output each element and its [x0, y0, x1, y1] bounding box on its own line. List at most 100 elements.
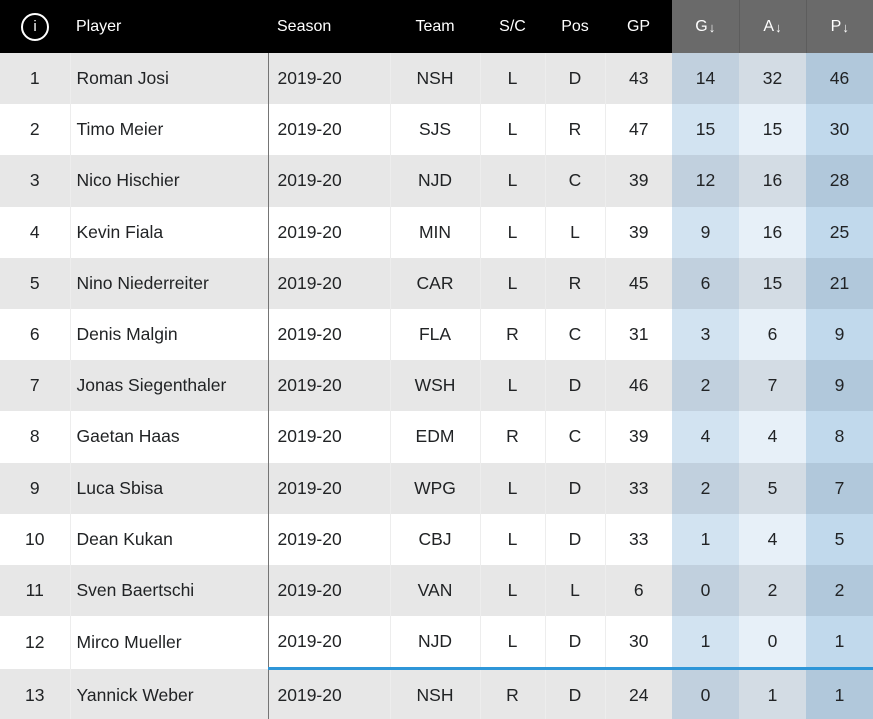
table-row: 10 Dean Kukan 2019-20 CBJ L D 33 1 4 5 [0, 513, 873, 565]
player-cell: Jonas Siegenthaler [69, 360, 268, 412]
position-cell: C [544, 155, 605, 207]
column-header-gp[interactable]: GP [605, 0, 672, 53]
table-row: 1 Roman Josi 2019-20 NSH L D 43 14 32 46 [0, 53, 873, 105]
goals-cell: 2 [672, 462, 739, 514]
rank-cell: 1 [29, 68, 40, 89]
player-cell: Sven Baertschi [69, 564, 268, 617]
goals-cell: 2 [672, 360, 739, 412]
team-cell: MIN [389, 206, 480, 258]
rank-cell: 3 [29, 170, 40, 191]
goals-cell: 4 [672, 411, 739, 463]
games-played-cell: 33 [604, 513, 672, 565]
position-cell: L [544, 564, 605, 617]
position-cell: D [544, 53, 605, 105]
table-row: 11 Sven Baertschi 2019-20 VAN L L 6 0 2 … [0, 564, 873, 617]
table-row: 13 Yannick Weber 2019-20 NSH R D 24 0 1 … [0, 667, 873, 719]
table-row: 2 Timo Meier 2019-20 SJS L R 47 15 15 30 [0, 104, 873, 156]
season-cell: 2019-20 [267, 616, 390, 669]
games-played-cell: 39 [604, 411, 672, 463]
player-cell: Nino Niederreiter [69, 257, 268, 309]
team-cell: FLA [389, 308, 480, 361]
table-row: 9 Luca Sbisa 2019-20 WPG L D 33 2 5 7 [0, 462, 873, 514]
points-cell: 30 [806, 104, 873, 156]
goals-cell: 9 [672, 206, 739, 258]
assists-cell: 15 [739, 104, 806, 156]
assists-cell: 4 [739, 411, 806, 463]
rank-cell: 11 [25, 579, 44, 600]
games-played-cell: 31 [604, 308, 672, 361]
shoots-catches-cell: L [479, 206, 545, 258]
season-cell: 2019-20 [267, 104, 390, 156]
table-row: 3 Nico Hischier 2019-20 NJD L C 39 12 16… [0, 155, 873, 207]
season-cell: 2019-20 [267, 564, 390, 617]
points-cell: 46 [806, 53, 873, 105]
team-cell: EDM [389, 411, 480, 463]
games-played-cell: 43 [604, 53, 672, 105]
column-header-team[interactable]: Team [390, 0, 480, 53]
sort-desc-icon: ↓ [708, 19, 716, 35]
player-cell: Denis Malgin [69, 308, 268, 361]
position-cell: D [544, 616, 605, 669]
assists-cell: 4 [739, 513, 806, 565]
table-row: 7 Jonas Siegenthaler 2019-20 WSH L D 46 … [0, 360, 873, 412]
games-played-cell: 6 [604, 564, 672, 617]
position-cell: C [544, 308, 605, 361]
player-cell: Timo Meier [69, 104, 268, 156]
games-played-cell: 47 [604, 104, 672, 156]
points-cell: 25 [806, 206, 873, 258]
goals-cell: 1 [672, 513, 739, 565]
assists-cell: 16 [739, 155, 806, 207]
column-header-points-label: P [830, 17, 842, 35]
games-played-cell: 39 [604, 206, 672, 258]
season-cell: 2019-20 [267, 667, 390, 719]
points-cell: 8 [806, 411, 873, 463]
position-cell: L [544, 206, 605, 258]
table-row: 12 Mirco Mueller 2019-20 NJD L D 30 1 0 … [0, 616, 873, 669]
shoots-catches-cell: L [479, 155, 545, 207]
info-header-cell[interactable]: i [0, 0, 70, 53]
shoots-catches-cell: L [479, 564, 545, 617]
player-cell: Roman Josi [69, 53, 268, 105]
rank-cell: 9 [29, 477, 40, 498]
column-header-season[interactable]: Season [268, 0, 390, 53]
position-cell: D [544, 462, 605, 514]
column-header-player[interactable]: Player [70, 0, 268, 53]
column-header-assists-label: A [763, 17, 775, 35]
column-header-assists[interactable]: A↓ [738, 0, 806, 53]
player-cell: Nico Hischier [69, 155, 268, 207]
team-cell: NJD [389, 155, 480, 207]
info-icon[interactable]: i [21, 12, 49, 41]
assists-cell: 1 [739, 667, 806, 719]
table-row: 5 Nino Niederreiter 2019-20 CAR L R 45 6… [0, 257, 873, 309]
shoots-catches-cell: L [479, 257, 545, 309]
column-header-goals-label: G [695, 17, 708, 35]
season-cell: 2019-20 [267, 308, 390, 361]
column-header-sc[interactable]: S/C [480, 0, 545, 53]
shoots-catches-cell: L [479, 462, 545, 514]
team-cell: NSH [389, 53, 480, 105]
points-cell: 1 [806, 616, 873, 669]
points-cell: 5 [806, 513, 873, 565]
shoots-catches-cell: R [479, 308, 545, 361]
goals-cell: 12 [672, 155, 739, 207]
sort-desc-icon: ↓ [775, 19, 782, 35]
shoots-catches-cell: L [479, 53, 545, 105]
shoots-catches-cell: L [479, 513, 545, 565]
season-cell: 2019-20 [267, 360, 390, 412]
table-body: 1 Roman Josi 2019-20 NSH L D 43 14 32 46… [0, 53, 873, 719]
rank-cell: 6 [29, 324, 40, 345]
assists-cell: 15 [739, 257, 806, 309]
shoots-catches-cell: R [479, 411, 545, 463]
rank-cell: 10 [25, 528, 45, 549]
season-cell: 2019-20 [267, 257, 390, 309]
player-cell: Mirco Mueller [69, 616, 268, 669]
column-header-points[interactable]: P↓ [805, 0, 873, 53]
column-header-pos[interactable]: Pos [545, 0, 605, 53]
points-cell: 28 [806, 155, 873, 207]
goals-cell: 6 [672, 257, 739, 309]
assists-cell: 2 [739, 564, 806, 617]
column-header-goals[interactable]: G↓ [672, 0, 739, 53]
rank-cell: 4 [29, 221, 40, 242]
